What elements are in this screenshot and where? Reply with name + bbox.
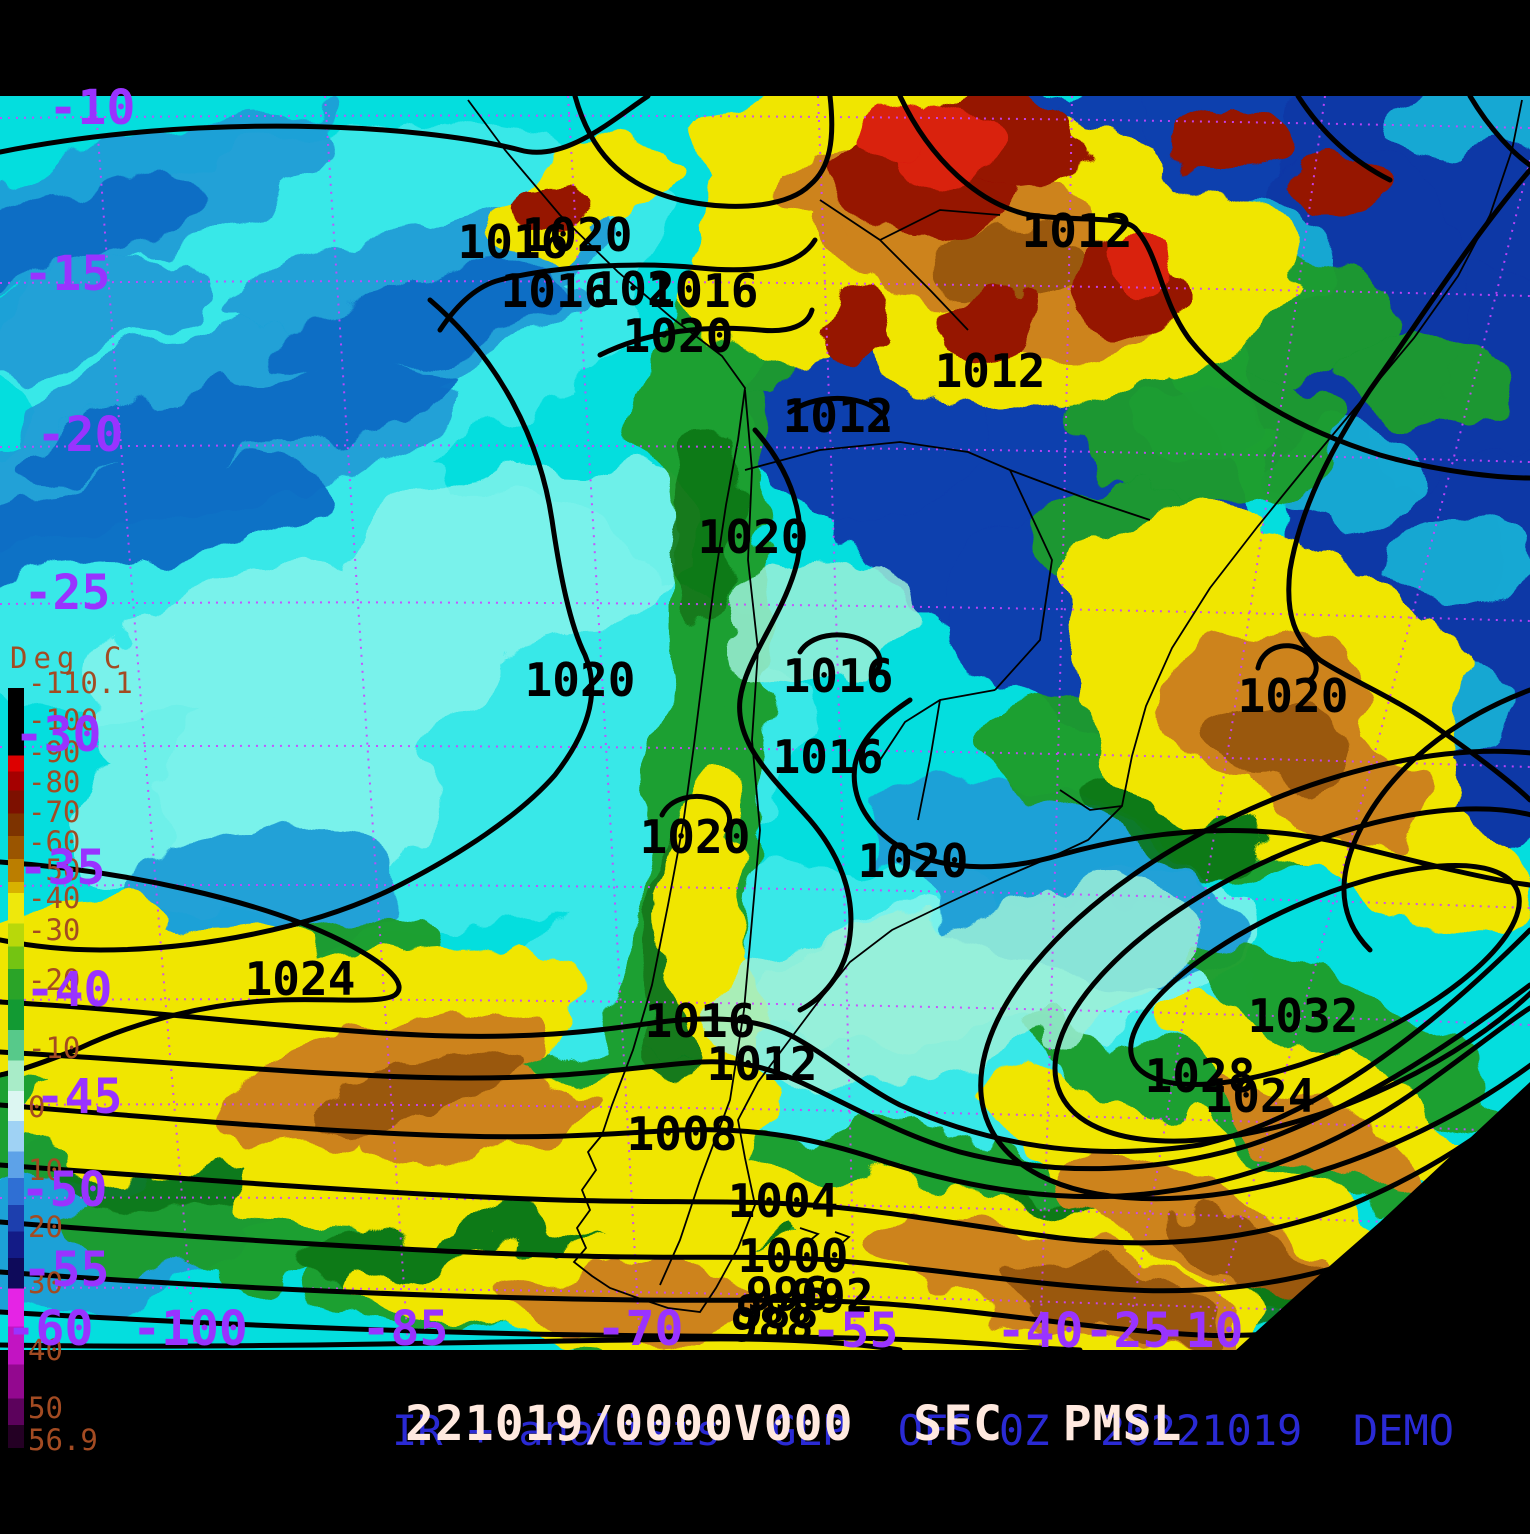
pressure-label: 1028 [1145, 1049, 1256, 1103]
pressure-label: 1016 [783, 649, 894, 703]
pressure-label: 988 [735, 1285, 818, 1339]
colorbar-tick-label: 10 [28, 1153, 63, 1187]
pressure-label: 1024 [245, 952, 356, 1006]
colorbar-tick-label: -20 [28, 963, 80, 997]
latitude-labels: -10-15-20-25-30-35-40-45-50-55-60 [7, 80, 136, 1357]
pressure-label: 1008 [627, 1107, 738, 1161]
colorbar-title: Deg C [10, 641, 127, 675]
latitude-label: -55 [23, 1242, 110, 1298]
colorbar-tick-label: -60 [28, 825, 80, 859]
colorbar-tick-label: -10 [28, 1031, 80, 1065]
latitude-label: -15 [24, 246, 111, 302]
pressure-label: 1020 [640, 810, 751, 864]
pressure-label: 1016 [648, 264, 759, 318]
pressure-label: 1004 [728, 1174, 839, 1228]
pressure-label: 1012 [707, 1037, 818, 1091]
colorbar-tick-label: -100 [28, 703, 98, 737]
colorbar: Deg C -110.1-100-90-80-70-60-50-40-30-20… [8, 641, 133, 1457]
pressure-label: 992 [790, 1269, 873, 1323]
pressure-label: 1012 [1022, 204, 1133, 258]
colorbar-tick-label: -80 [28, 765, 80, 799]
footer-product-title: 221019/0000V000 SFC PMSL [405, 1396, 1183, 1452]
longitude-label: -55 [812, 1303, 899, 1359]
pressure-label: 1032 [1248, 989, 1359, 1043]
colorbar-tick-label: 20 [28, 1210, 63, 1244]
latitude-label: -20 [37, 407, 124, 463]
latitude-label: -10 [49, 80, 136, 136]
pressure-label: 988 [730, 1298, 813, 1352]
latitude-label: -50 [21, 1162, 108, 1218]
colorbar-tick-label: 0 [28, 1090, 45, 1124]
longitude-label: -70 [597, 1301, 684, 1357]
pressure-label: 1020 [623, 309, 734, 363]
colorbar-tick-label: -30 [28, 913, 80, 947]
colorbar-tick-label: -50 [28, 853, 80, 887]
coastline [467, 99, 1523, 1313]
pressure-label: 1020 [698, 510, 809, 564]
colorbar-tick-label: -70 [28, 795, 80, 829]
colorbar-tick-label: 30 [28, 1266, 63, 1300]
latitude-label: -45 [36, 1069, 123, 1125]
longitude-labels: -100 -85 -70 -55 -40 -25-10 [132, 1301, 1243, 1359]
latitude-label: -60 [7, 1301, 94, 1357]
colorbar-ramp [8, 688, 24, 1448]
graticule [0, 96, 1530, 1346]
pmsl-contours [0, 96, 1530, 1350]
longitude-label: -25 [1085, 1303, 1172, 1359]
colorbar-tick-label: -40 [28, 881, 80, 915]
pressure-label: 1012 [783, 389, 894, 443]
latitude-label: -30 [15, 707, 102, 763]
pressure-label: 1012 [935, 344, 1046, 398]
pressure-label: 1020 [522, 208, 633, 262]
pressure-label: 1000 [738, 1229, 849, 1283]
scan-edge-wedge [1236, 1082, 1530, 1350]
pressure-labels: 1016102010161020101610201012101210121020… [245, 204, 1359, 1352]
longitude-label: -10 [1157, 1303, 1244, 1359]
colorbar-ticks: -110.1-100-90-80-70-60-50-40-30-20-10010… [28, 666, 133, 1457]
pressure-label: 1020 [592, 262, 703, 316]
pressure-label: 1016 [501, 264, 612, 318]
colorbar-tick-label: 50 [28, 1391, 63, 1425]
colorbar-tick-label: 56.9 [28, 1423, 98, 1457]
footer-underlay-text: IR + analisis GLP OFS 0Z 20221019 DEMO [392, 1406, 1455, 1455]
colorbar-tick-label: -90 [28, 735, 80, 769]
pressure-label: 1020 [858, 834, 969, 888]
pressure-label: 1016 [645, 994, 756, 1048]
pressure-label: 1020 [525, 653, 636, 707]
longitude-label: -85 [362, 1301, 449, 1357]
longitude-label: -40 [997, 1303, 1084, 1359]
pressure-label: 1016 [773, 730, 884, 784]
colorbar-tick-label: -110.1 [28, 666, 133, 700]
latitude-label: -25 [24, 565, 111, 621]
longitude-label: -100 [132, 1301, 248, 1357]
pressure-label: 996 [745, 1267, 828, 1321]
pressure-label: 1024 [1205, 1069, 1316, 1123]
colorbar-tick-label: 40 [28, 1333, 63, 1367]
pressure-label: 1020 [1238, 669, 1349, 723]
latitude-label: -35 [19, 840, 106, 896]
pressure-label: 1016 [458, 215, 569, 269]
latitude-label: -40 [26, 962, 113, 1018]
